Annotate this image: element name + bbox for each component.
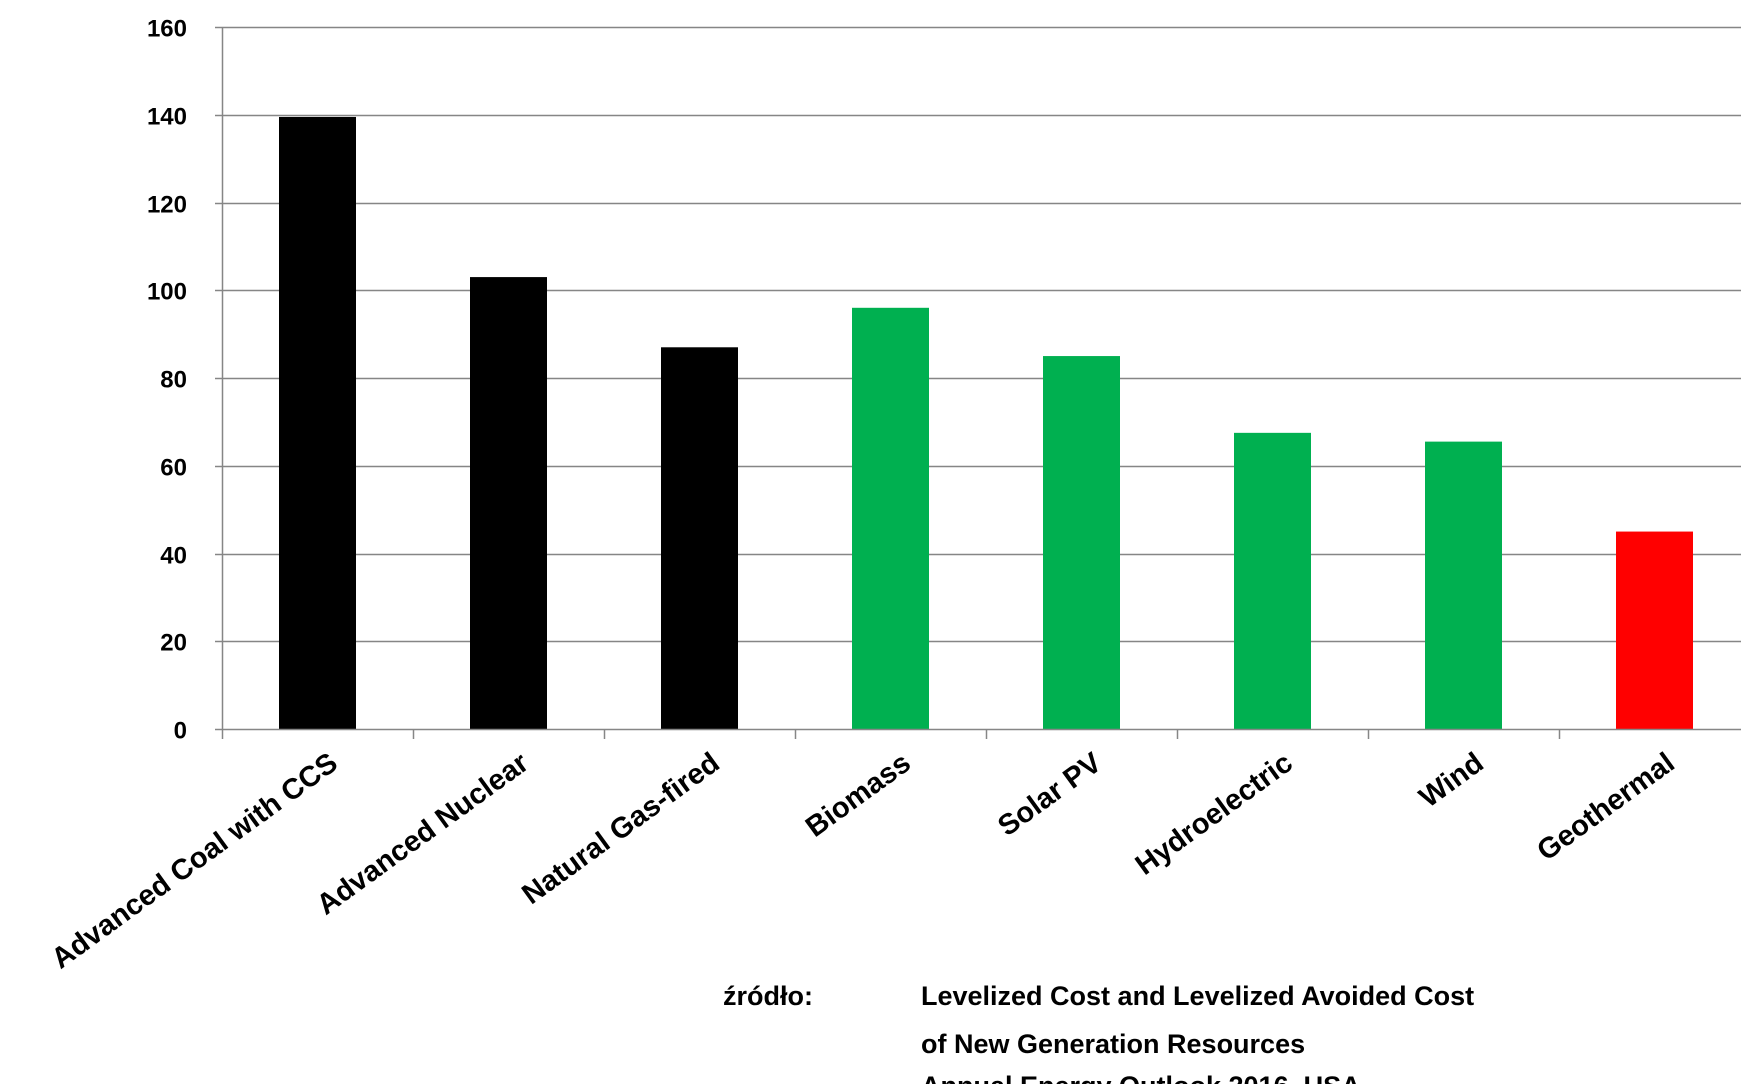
bar xyxy=(470,277,547,729)
bars xyxy=(279,116,1693,730)
x-tick-label: Hydroelectric xyxy=(1130,747,1299,882)
y-tick-labels: 0 20 40 60 80 100 120 140 160 xyxy=(147,16,187,745)
x-tick-label: Geothermal xyxy=(1531,747,1680,868)
bar xyxy=(852,307,929,729)
y-tick-label: 120 xyxy=(147,192,187,219)
y-tick-label: 20 xyxy=(160,630,187,657)
bar xyxy=(1616,531,1693,729)
y-tick-label: 0 xyxy=(174,718,187,745)
x-tick-label: Natural Gas-fired xyxy=(516,747,725,911)
y-tick-label: 80 xyxy=(160,367,187,394)
x-tick-label: Wind xyxy=(1414,747,1490,814)
gridlines xyxy=(222,26,1741,643)
y-tick-label: 140 xyxy=(147,104,187,131)
y-tick-label: 40 xyxy=(160,543,187,570)
source-line-3: Annual Energy Outlook 2016, USA xyxy=(921,1070,1361,1084)
bar xyxy=(1425,441,1502,729)
source-line-1: Levelized Cost and Levelized Avoided Cos… xyxy=(921,981,1475,1011)
x-tick-label: Solar PV xyxy=(992,746,1108,842)
x-tick-label: Advanced Coal with CCS xyxy=(46,747,344,976)
bar xyxy=(279,116,356,730)
y-tick-label: 60 xyxy=(160,455,187,482)
axes xyxy=(215,26,1741,739)
source-line-2: of New Generation Resources xyxy=(921,1029,1306,1059)
bar xyxy=(1234,432,1311,729)
y-tick-label: 100 xyxy=(147,279,187,306)
bar xyxy=(1043,356,1120,729)
source-label: źródło: xyxy=(723,981,813,1011)
y-tick-label: 160 xyxy=(147,16,187,43)
x-tick-label: Biomass xyxy=(800,747,917,844)
x-tick-label: Advanced Nuclear xyxy=(311,747,535,922)
bar xyxy=(661,347,738,729)
